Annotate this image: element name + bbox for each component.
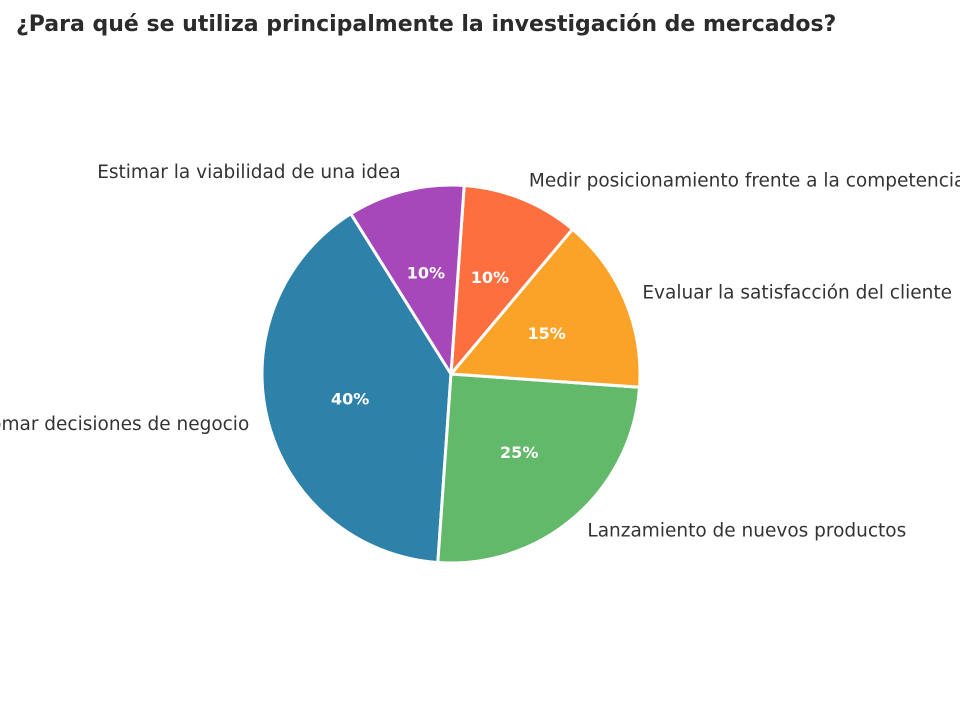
chart-title: ¿Para qué se utiliza principalmente la i… [16,12,837,37]
percentage-label: 10% [407,264,445,283]
pie-slices [260,183,642,565]
category-labels: Tomar decisiones de negocio Lanzamiento d… [0,162,960,542]
percentage-label: 25% [500,443,538,462]
category-label: Evaluar la satisfacción del cliente [642,282,952,303]
pie-slice-estimar-la-viabilidad-de-una-idea [349,183,466,376]
category-label: Tomar decisiones de negocio [0,414,249,435]
category-label: Estimar la viabilidad de una idea [97,162,401,183]
pie-slice-evaluar-la-satisfaccion-del-cliente [449,227,642,389]
percentage-labels: 40% 25% 15% 10% 10% [331,264,566,462]
pie-slice-medir-posicionamiento-frente-a-la-competencia [449,183,574,376]
percentage-label: 10% [471,268,509,287]
pie-slice-lanzamiento-de-nuevos-productos [436,372,642,565]
percentage-label: 15% [528,324,566,343]
category-label: Medir posicionamiento frente a la compet… [529,171,960,192]
percentage-label: 40% [331,390,369,409]
category-label: Lanzamiento de nuevos productos [587,520,906,541]
